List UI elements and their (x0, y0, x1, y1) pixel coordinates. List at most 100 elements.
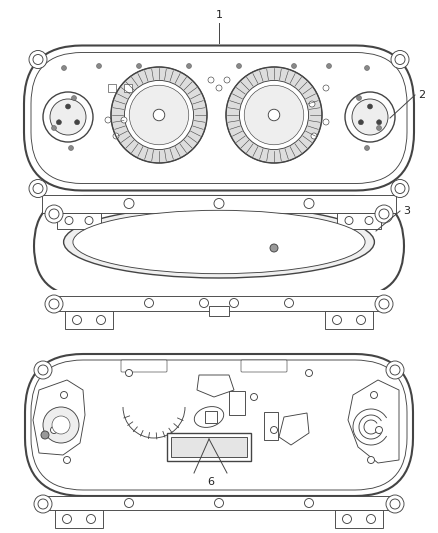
Circle shape (332, 316, 342, 325)
Circle shape (237, 63, 241, 69)
Circle shape (60, 392, 67, 399)
Circle shape (111, 67, 207, 163)
Circle shape (187, 63, 191, 69)
Bar (57, 213, 101, 229)
Circle shape (309, 101, 315, 107)
Circle shape (386, 361, 404, 379)
Circle shape (367, 514, 375, 523)
Circle shape (45, 295, 63, 313)
Circle shape (358, 120, 364, 125)
Text: 2: 2 (418, 90, 425, 100)
Circle shape (38, 499, 48, 509)
Circle shape (41, 431, 49, 439)
Circle shape (357, 316, 365, 325)
Text: 6: 6 (208, 477, 215, 487)
Circle shape (345, 92, 395, 142)
Circle shape (390, 365, 400, 375)
Bar (124, 84, 132, 92)
Circle shape (375, 295, 393, 313)
Text: 3: 3 (403, 206, 410, 216)
Circle shape (50, 426, 57, 433)
Circle shape (377, 120, 381, 125)
Circle shape (33, 183, 43, 193)
Circle shape (391, 180, 409, 198)
Circle shape (68, 146, 74, 150)
Circle shape (208, 77, 214, 83)
Circle shape (364, 146, 370, 150)
Circle shape (38, 365, 48, 375)
Circle shape (395, 54, 405, 64)
Circle shape (285, 298, 293, 308)
Circle shape (304, 498, 314, 507)
Circle shape (323, 85, 329, 91)
FancyBboxPatch shape (24, 45, 414, 190)
Circle shape (395, 183, 405, 193)
Circle shape (323, 119, 329, 125)
Circle shape (345, 216, 353, 224)
Circle shape (379, 209, 389, 219)
Circle shape (270, 244, 278, 252)
Bar (264, 412, 278, 440)
Ellipse shape (64, 206, 374, 278)
Circle shape (71, 95, 77, 101)
Circle shape (73, 316, 81, 325)
Circle shape (240, 80, 308, 150)
Circle shape (251, 393, 258, 400)
Circle shape (365, 216, 373, 224)
Circle shape (105, 117, 111, 123)
Circle shape (305, 369, 312, 376)
Bar (335, 510, 383, 528)
Circle shape (63, 514, 71, 523)
Text: 1: 1 (215, 10, 223, 20)
Bar (49, 290, 389, 298)
Circle shape (199, 298, 208, 308)
Circle shape (304, 198, 314, 208)
Circle shape (129, 85, 189, 145)
Circle shape (64, 456, 71, 464)
Circle shape (352, 99, 388, 135)
Circle shape (85, 216, 93, 224)
Circle shape (52, 125, 57, 131)
Circle shape (65, 216, 73, 224)
Circle shape (216, 85, 222, 91)
Circle shape (230, 298, 239, 308)
Bar (229, 391, 245, 415)
Circle shape (137, 63, 141, 69)
Circle shape (126, 369, 133, 376)
FancyBboxPatch shape (34, 196, 404, 296)
Circle shape (214, 198, 224, 208)
Circle shape (124, 80, 194, 150)
Circle shape (367, 104, 372, 109)
Polygon shape (279, 413, 309, 445)
Bar (54, 296, 384, 311)
Circle shape (43, 92, 93, 142)
Circle shape (34, 495, 52, 513)
Circle shape (377, 125, 381, 131)
Circle shape (61, 66, 67, 70)
Circle shape (268, 109, 280, 121)
Circle shape (124, 198, 134, 208)
Bar (55, 510, 103, 528)
FancyBboxPatch shape (121, 360, 167, 372)
Circle shape (86, 514, 95, 523)
Circle shape (145, 298, 153, 308)
Circle shape (50, 99, 86, 135)
FancyBboxPatch shape (241, 360, 287, 372)
Circle shape (29, 180, 47, 198)
Polygon shape (33, 380, 85, 455)
Ellipse shape (194, 407, 224, 427)
Circle shape (49, 209, 59, 219)
Circle shape (224, 77, 230, 83)
FancyBboxPatch shape (25, 354, 413, 496)
Circle shape (96, 316, 106, 325)
Circle shape (326, 63, 332, 69)
Circle shape (364, 66, 370, 70)
Circle shape (66, 104, 71, 109)
Circle shape (271, 426, 278, 433)
Circle shape (343, 514, 352, 523)
Circle shape (371, 392, 378, 399)
Circle shape (375, 426, 382, 433)
Circle shape (124, 498, 134, 507)
Circle shape (386, 495, 404, 513)
Circle shape (357, 95, 361, 101)
